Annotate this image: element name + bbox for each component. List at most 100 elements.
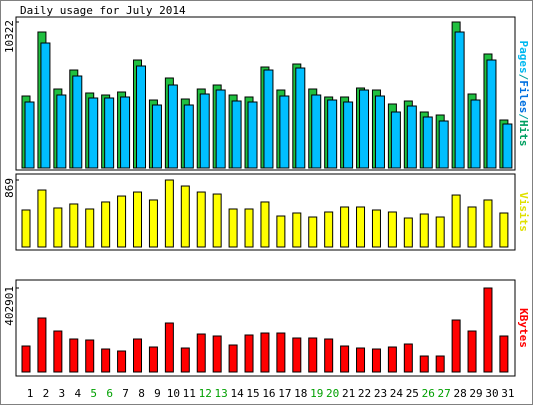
bar — [244, 334, 254, 373]
bar — [228, 208, 238, 248]
bar — [279, 95, 290, 169]
bar — [88, 97, 99, 169]
bar — [196, 333, 206, 373]
x-tick-label: 9 — [154, 387, 161, 400]
bar — [276, 215, 286, 248]
bar — [133, 191, 143, 248]
bar — [451, 319, 461, 373]
bar — [470, 99, 481, 169]
y-max-label: 869 — [3, 178, 16, 198]
x-tick-label: 1 — [27, 387, 34, 400]
bar — [292, 212, 302, 248]
x-tick-label: 28 — [453, 387, 466, 400]
bar — [117, 195, 127, 248]
bar — [53, 207, 63, 248]
bar — [183, 104, 194, 169]
bar — [406, 105, 417, 169]
bar — [164, 322, 174, 373]
bar — [53, 330, 63, 373]
bar — [167, 84, 178, 169]
legend-entry: Files — [517, 80, 530, 113]
bar — [371, 348, 381, 373]
bar — [451, 194, 461, 248]
bar — [231, 100, 242, 169]
bar — [180, 347, 190, 373]
bar — [359, 89, 370, 169]
bar — [164, 179, 174, 248]
legend-entry: KBytes — [517, 308, 530, 348]
bar — [308, 337, 318, 373]
bar — [85, 208, 95, 248]
x-tick-label: 19 — [310, 387, 323, 400]
bar — [486, 59, 497, 169]
x-tick-label: 17 — [278, 387, 291, 400]
bar — [101, 201, 111, 248]
legend-entry: Pages — [517, 41, 530, 74]
bar — [104, 97, 115, 169]
bar — [136, 65, 147, 169]
bar — [356, 206, 366, 248]
bar — [37, 317, 47, 373]
bar — [72, 75, 83, 169]
bar — [148, 199, 158, 248]
bar — [148, 346, 158, 373]
legend-label: KBytes — [517, 308, 530, 348]
bar — [85, 339, 95, 373]
bar — [343, 101, 354, 169]
bar — [387, 346, 397, 373]
bar — [69, 203, 79, 248]
x-tick-label: 26 — [422, 387, 435, 400]
bar — [324, 338, 334, 373]
x-tick-label: 29 — [469, 387, 482, 400]
bar — [467, 330, 477, 373]
bar — [435, 216, 445, 248]
bar — [276, 332, 286, 373]
bar — [295, 67, 306, 169]
bar — [133, 338, 143, 373]
x-tick-label: 14 — [230, 387, 244, 400]
x-tick-label: 10 — [167, 387, 180, 400]
x-tick-label: 18 — [294, 387, 307, 400]
bar — [260, 201, 270, 248]
bar — [324, 211, 334, 248]
bar — [212, 193, 222, 248]
x-tick-label: 8 — [138, 387, 145, 400]
bar — [21, 345, 31, 373]
y-max-label: 402901 — [3, 286, 16, 326]
bar — [180, 185, 190, 248]
bar — [263, 69, 274, 169]
bar — [499, 335, 509, 373]
x-tick-label: 3 — [59, 387, 66, 400]
bar — [419, 355, 429, 373]
bar — [422, 116, 433, 169]
x-tick-label: 4 — [74, 387, 81, 400]
bar — [499, 212, 509, 248]
x-tick-label: 20 — [326, 387, 339, 400]
legend-entry: Hits — [517, 120, 530, 147]
bar — [247, 101, 258, 169]
x-tick-label: 16 — [262, 387, 275, 400]
bar — [308, 216, 318, 248]
bar — [244, 208, 254, 248]
bar — [438, 120, 449, 169]
bar — [419, 213, 429, 248]
bar — [374, 95, 385, 169]
x-tick-label: 6 — [106, 387, 113, 400]
x-tick-label: 25 — [406, 387, 419, 400]
bar — [502, 123, 513, 169]
legend-label: Visits — [517, 192, 530, 232]
bar — [260, 332, 270, 373]
bar — [390, 111, 401, 169]
bar — [69, 338, 79, 373]
y-max-label: 10322 — [3, 20, 16, 53]
chart-title: Daily usage for July 2014 — [20, 4, 186, 17]
legend-separator: / — [517, 74, 530, 81]
bar — [387, 211, 397, 248]
bar — [467, 206, 477, 248]
bar — [311, 94, 322, 169]
x-tick-label: 24 — [390, 387, 404, 400]
bar — [56, 94, 67, 169]
x-tick-label: 2 — [43, 387, 50, 400]
x-tick-label: 22 — [358, 387, 371, 400]
